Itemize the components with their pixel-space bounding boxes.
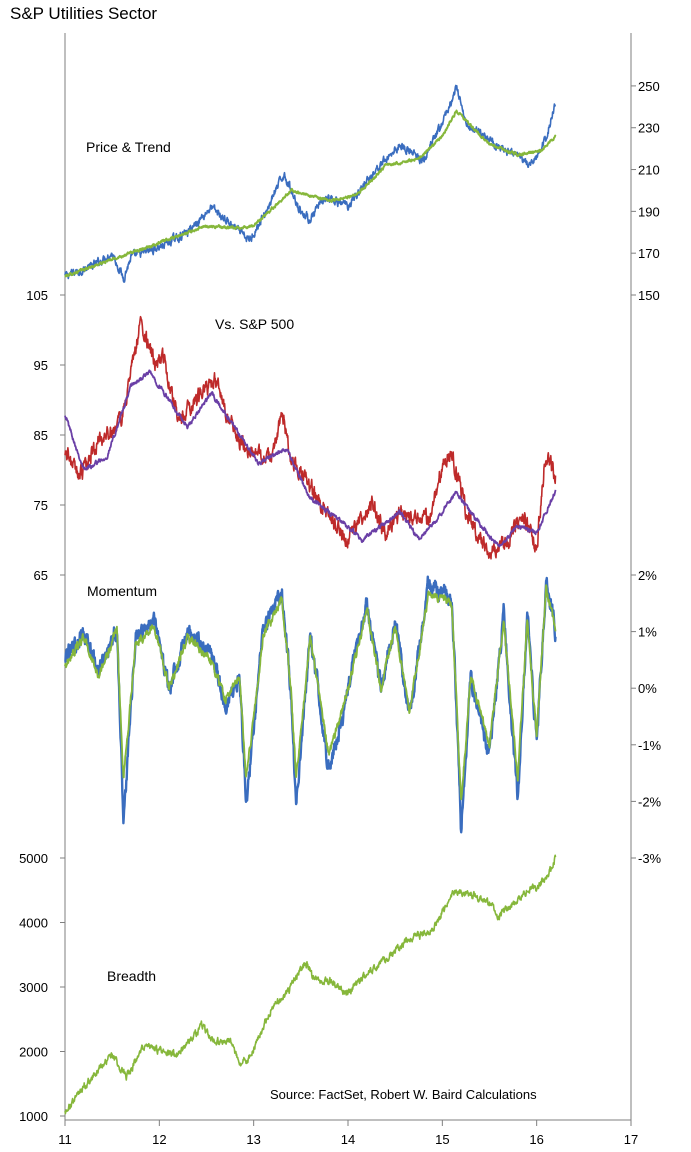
y-tick-label-right: 170	[638, 246, 660, 261]
y-tick-label-left: 75	[34, 498, 48, 513]
y-tick-label-right: 250	[638, 79, 660, 94]
x-tick-label: 14	[341, 1132, 355, 1147]
y-tick-label-left: 95	[34, 358, 48, 373]
x-tick-label: 16	[529, 1132, 543, 1147]
y-tick-label-left: 3000	[19, 980, 48, 995]
y-tick-label-right: 150	[638, 288, 660, 303]
y-tick-label-left: 1000	[19, 1109, 48, 1124]
y-tick-label-right: 210	[638, 163, 660, 178]
y-tick-label-right: 230	[638, 121, 660, 136]
y-tick-label-left: 4000	[19, 916, 48, 931]
y-tick-label-right: 1%	[638, 625, 657, 640]
x-tick-label: 17	[624, 1132, 638, 1147]
series-line-purple	[64, 369, 557, 548]
series-line-red	[64, 315, 557, 560]
y-tick-label-right: 2%	[638, 568, 657, 583]
series-line-green	[64, 854, 557, 1115]
y-tick-label-right: -2%	[638, 794, 662, 809]
y-tick-label-left: 85	[34, 428, 48, 443]
series-line-blue	[64, 575, 557, 834]
source-note: Source: FactSet, Robert W. Baird Calcula…	[270, 1087, 537, 1102]
x-tick-label: 12	[152, 1132, 166, 1147]
tick-marks	[60, 85, 636, 1126]
y-tick-label-left: 5000	[19, 851, 48, 866]
y-tick-label-left: 65	[34, 568, 48, 583]
y-tick-label-right: 190	[638, 204, 660, 219]
x-tick-label: 11	[58, 1132, 72, 1147]
y-tick-label-right: 0%	[638, 681, 657, 696]
x-tick-label: 15	[435, 1132, 449, 1147]
panel-label-vs-sp500: Vs. S&P 500	[215, 316, 294, 332]
y-tick-label-left: 2000	[19, 1045, 48, 1060]
series-layer	[64, 84, 557, 1115]
y-tick-label-right: -3%	[638, 851, 662, 866]
y-tick-label-left: 105	[26, 288, 48, 303]
series-line-green	[64, 584, 557, 801]
panel-label-momentum: Momentum	[87, 583, 157, 599]
series-line-green	[64, 109, 557, 278]
panel-label-price-trend: Price & Trend	[86, 139, 171, 155]
tick-labels: 11 12 13 14 15 16 17 150 170 190 210 230 250 65 75 85 95…	[19, 79, 661, 1147]
x-tick-label: 13	[246, 1132, 260, 1147]
chart-title: S&P Utilities Sector	[10, 4, 158, 23]
y-tick-label-right: -1%	[638, 738, 662, 753]
panel-label-breadth: Breadth	[107, 968, 156, 984]
